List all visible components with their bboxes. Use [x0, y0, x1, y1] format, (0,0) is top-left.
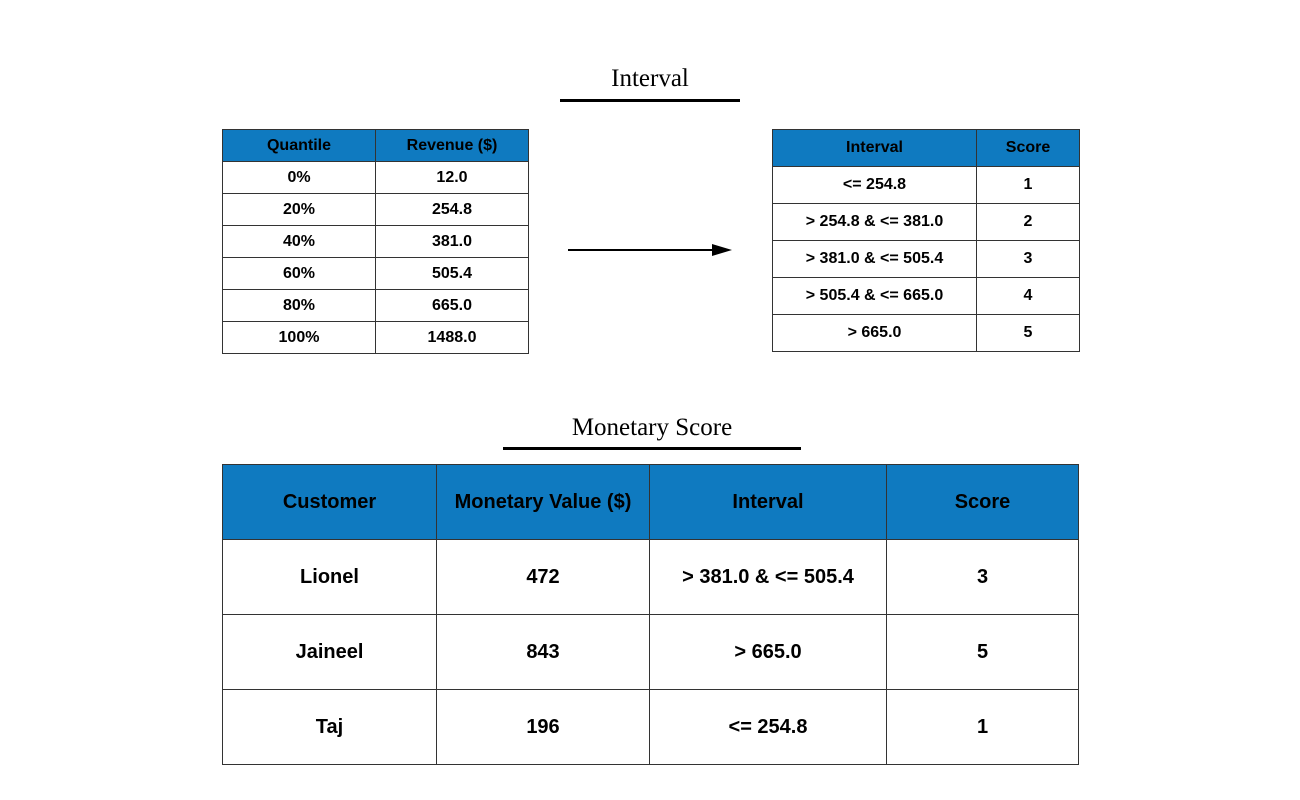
score-header: Score [886, 464, 1079, 540]
revenue-cell: 1488.0 [375, 321, 529, 354]
right-arrow-icon [568, 244, 732, 256]
interval-table-header-row: Interval Score [772, 129, 1080, 167]
revenue-cell: 254.8 [375, 193, 529, 226]
quantile-table-header-row: Quantile Revenue ($) [222, 129, 529, 162]
monetary-value-cell: 843 [436, 614, 650, 690]
quantile-cell: 100% [222, 321, 376, 354]
score-cell: 5 [886, 614, 1079, 690]
interval-cell: > 505.4 & <= 665.0 [772, 277, 977, 315]
interval-cell: > 254.8 & <= 381.0 [772, 203, 977, 241]
interval-cell: <= 254.8 [649, 689, 887, 765]
quantile-cell: 80% [222, 289, 376, 322]
quantile-table: Quantile Revenue ($) 0% 12.0 20% 254.8 4… [222, 129, 529, 354]
monetary-table-header-row: Customer Monetary Value ($) Interval Sco… [222, 464, 1079, 540]
table-row: 80% 665.0 [222, 289, 529, 322]
interval-header: Interval [772, 129, 977, 167]
customer-header: Customer [222, 464, 437, 540]
table-row: Taj 196 <= 254.8 1 [222, 689, 1079, 765]
score-cell: 5 [976, 314, 1080, 352]
quantile-header: Quantile [222, 129, 376, 162]
interval-title: Interval [611, 65, 689, 92]
score-cell: 3 [886, 539, 1079, 615]
interval-cell: > 665.0 [772, 314, 977, 352]
score-cell: 3 [976, 240, 1080, 278]
table-row: > 665.0 5 [772, 314, 1080, 352]
monetary-value-header: Monetary Value ($) [436, 464, 650, 540]
interval-header: Interval [649, 464, 887, 540]
table-row: > 381.0 & <= 505.4 3 [772, 240, 1080, 278]
quantile-cell: 60% [222, 257, 376, 290]
table-row: 60% 505.4 [222, 257, 529, 290]
score-cell: 1 [886, 689, 1079, 765]
score-cell: 2 [976, 203, 1080, 241]
monetary-score-title-underline [503, 447, 801, 450]
monetary-score-title: Monetary Score [571, 414, 733, 441]
quantile-cell: 20% [222, 193, 376, 226]
revenue-header: Revenue ($) [375, 129, 529, 162]
interval-cell: > 381.0 & <= 505.4 [772, 240, 977, 278]
interval-cell: <= 254.8 [772, 166, 977, 204]
interval-score-table: Interval Score <= 254.8 1 > 254.8 & <= 3… [772, 129, 1080, 352]
revenue-cell: 12.0 [375, 161, 529, 194]
table-row: 40% 381.0 [222, 225, 529, 258]
monetary-value-cell: 472 [436, 539, 650, 615]
customer-cell: Taj [222, 689, 437, 765]
customer-cell: Lionel [222, 539, 437, 615]
score-cell: 1 [976, 166, 1080, 204]
quantile-cell: 40% [222, 225, 376, 258]
score-header: Score [976, 129, 1080, 167]
customer-cell: Jaineel [222, 614, 437, 690]
table-row: Lionel 472 > 381.0 & <= 505.4 3 [222, 539, 1079, 615]
table-row: <= 254.8 1 [772, 166, 1080, 204]
table-row: 20% 254.8 [222, 193, 529, 226]
monetary-score-table: Customer Monetary Value ($) Interval Sco… [222, 464, 1079, 765]
interval-cell: > 665.0 [649, 614, 887, 690]
table-row: Jaineel 843 > 665.0 5 [222, 614, 1079, 690]
table-row: 100% 1488.0 [222, 321, 529, 354]
score-cell: 4 [976, 277, 1080, 315]
revenue-cell: 505.4 [375, 257, 529, 290]
table-row: > 505.4 & <= 665.0 4 [772, 277, 1080, 315]
revenue-cell: 665.0 [375, 289, 529, 322]
quantile-cell: 0% [222, 161, 376, 194]
revenue-cell: 381.0 [375, 225, 529, 258]
monetary-value-cell: 196 [436, 689, 650, 765]
table-row: 0% 12.0 [222, 161, 529, 194]
interval-cell: > 381.0 & <= 505.4 [649, 539, 887, 615]
interval-title-underline [560, 99, 740, 102]
table-row: > 254.8 & <= 381.0 2 [772, 203, 1080, 241]
